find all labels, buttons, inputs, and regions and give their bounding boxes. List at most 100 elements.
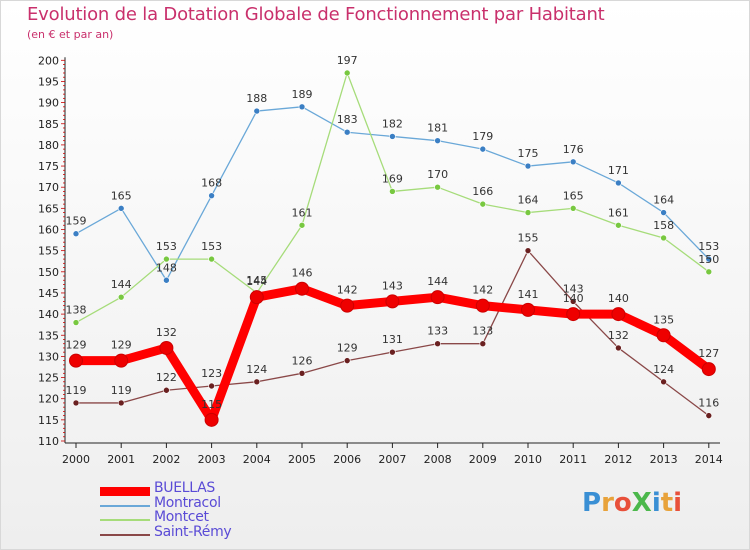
data-point — [389, 133, 396, 140]
data-label: 183 — [337, 113, 358, 126]
data-point — [298, 103, 306, 111]
data-point — [660, 209, 667, 216]
data-label: 145 — [246, 274, 267, 287]
data-label: 144 — [246, 275, 267, 288]
x-tick-label: 2007 — [378, 453, 406, 466]
y-tick-label: 195 — [38, 75, 59, 88]
y-tick-label: 135 — [38, 329, 59, 342]
data-point — [72, 319, 80, 326]
data-label: 165 — [111, 189, 132, 202]
data-point — [524, 209, 532, 216]
legend-swatch — [100, 519, 150, 521]
data-point — [69, 353, 83, 368]
data-label: 181 — [427, 122, 448, 135]
data-point — [475, 298, 490, 313]
x-tick-label: 2009 — [469, 453, 497, 466]
data-label: 141 — [518, 288, 539, 301]
data-label: 119 — [111, 384, 132, 397]
data-point — [343, 69, 351, 77]
data-label: 129 — [337, 342, 358, 355]
data-point — [430, 290, 445, 305]
data-point — [615, 344, 622, 352]
data-label: 144 — [427, 275, 448, 288]
proxiti-logo: ProXiti — [582, 488, 683, 518]
y-tick-label: 200 — [38, 54, 59, 67]
data-point — [615, 179, 622, 187]
data-point — [611, 307, 626, 322]
x-tick-label: 2011 — [559, 453, 587, 466]
legend-label: Saint-Rémy — [154, 523, 232, 540]
data-point — [385, 294, 400, 309]
data-label: 189 — [292, 88, 313, 101]
y-tick-label: 125 — [38, 372, 59, 385]
data-point — [524, 247, 532, 254]
data-label: 140 — [608, 292, 629, 305]
y-tick-label: 115 — [38, 414, 59, 427]
data-point — [159, 340, 174, 355]
chart-subtitle: (en € et par an) — [27, 28, 114, 41]
data-label: 133 — [427, 325, 448, 338]
data-label: 127 — [698, 347, 719, 360]
legend-label: Montracol — [154, 494, 221, 511]
y-tick-label: 165 — [38, 202, 59, 215]
data-point — [117, 293, 125, 301]
x-tick-label: 2014 — [695, 453, 723, 466]
x-tick-label: 2012 — [604, 453, 632, 466]
data-point — [389, 188, 396, 195]
data-point — [660, 378, 667, 386]
y-tick-label: 160 — [38, 224, 59, 237]
data-label: 115 — [201, 398, 222, 411]
data-label: 171 — [608, 164, 629, 177]
legend-label: Montcet — [154, 509, 209, 525]
data-label: 142 — [337, 284, 358, 297]
data-label: 161 — [292, 206, 313, 219]
data-label: 153 — [156, 240, 177, 253]
y-tick-label: 175 — [38, 160, 59, 173]
data-label: 132 — [156, 326, 177, 339]
data-point — [705, 412, 713, 419]
data-point — [434, 183, 441, 191]
data-point — [343, 128, 351, 136]
data-point — [163, 386, 170, 394]
data-label: 176 — [563, 143, 584, 156]
series-saint-r-my — [72, 247, 713, 419]
y-tick-label: 140 — [38, 308, 59, 321]
data-label: 153 — [698, 240, 719, 253]
data-label: 148 — [156, 261, 177, 274]
data-label: 165 — [563, 189, 584, 202]
data-label: 164 — [518, 194, 539, 207]
data-point — [253, 378, 261, 386]
data-point — [163, 255, 170, 263]
data-point — [295, 281, 309, 296]
data-label: 168 — [201, 177, 222, 190]
data-point — [569, 205, 577, 212]
data-label: 138 — [66, 304, 87, 317]
data-point — [298, 370, 306, 377]
data-label: 175 — [518, 147, 539, 160]
data-point — [660, 234, 667, 242]
x-tick-label: 2002 — [152, 453, 180, 466]
data-label: 124 — [246, 363, 267, 376]
data-label: 140 — [563, 292, 584, 305]
data-point — [163, 276, 170, 284]
data-label: 123 — [201, 367, 222, 380]
data-point — [705, 268, 713, 276]
legend-swatch — [100, 533, 150, 536]
legend-label: BUELLAS — [154, 480, 215, 496]
x-tick-label: 2005 — [288, 453, 316, 466]
x-tick-label: 2000 — [62, 453, 90, 466]
x-tick-label: 2006 — [333, 453, 361, 466]
data-label: 129 — [66, 339, 87, 352]
y-tick-label: 190 — [38, 97, 59, 110]
data-label: 169 — [382, 172, 403, 185]
data-point — [298, 221, 306, 229]
y-tick-label: 185 — [38, 118, 59, 131]
data-label: 131 — [382, 333, 403, 346]
data-point — [204, 412, 219, 427]
data-point — [524, 162, 532, 170]
data-point — [389, 348, 396, 356]
data-point — [521, 302, 535, 317]
data-label: 129 — [111, 339, 132, 352]
data-label: 135 — [653, 313, 674, 326]
